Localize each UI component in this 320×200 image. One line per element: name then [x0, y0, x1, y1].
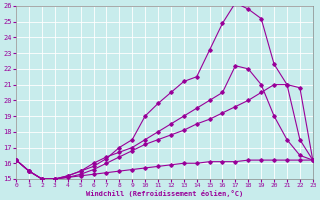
X-axis label: Windchill (Refroidissement éolien,°C): Windchill (Refroidissement éolien,°C) — [86, 190, 243, 197]
